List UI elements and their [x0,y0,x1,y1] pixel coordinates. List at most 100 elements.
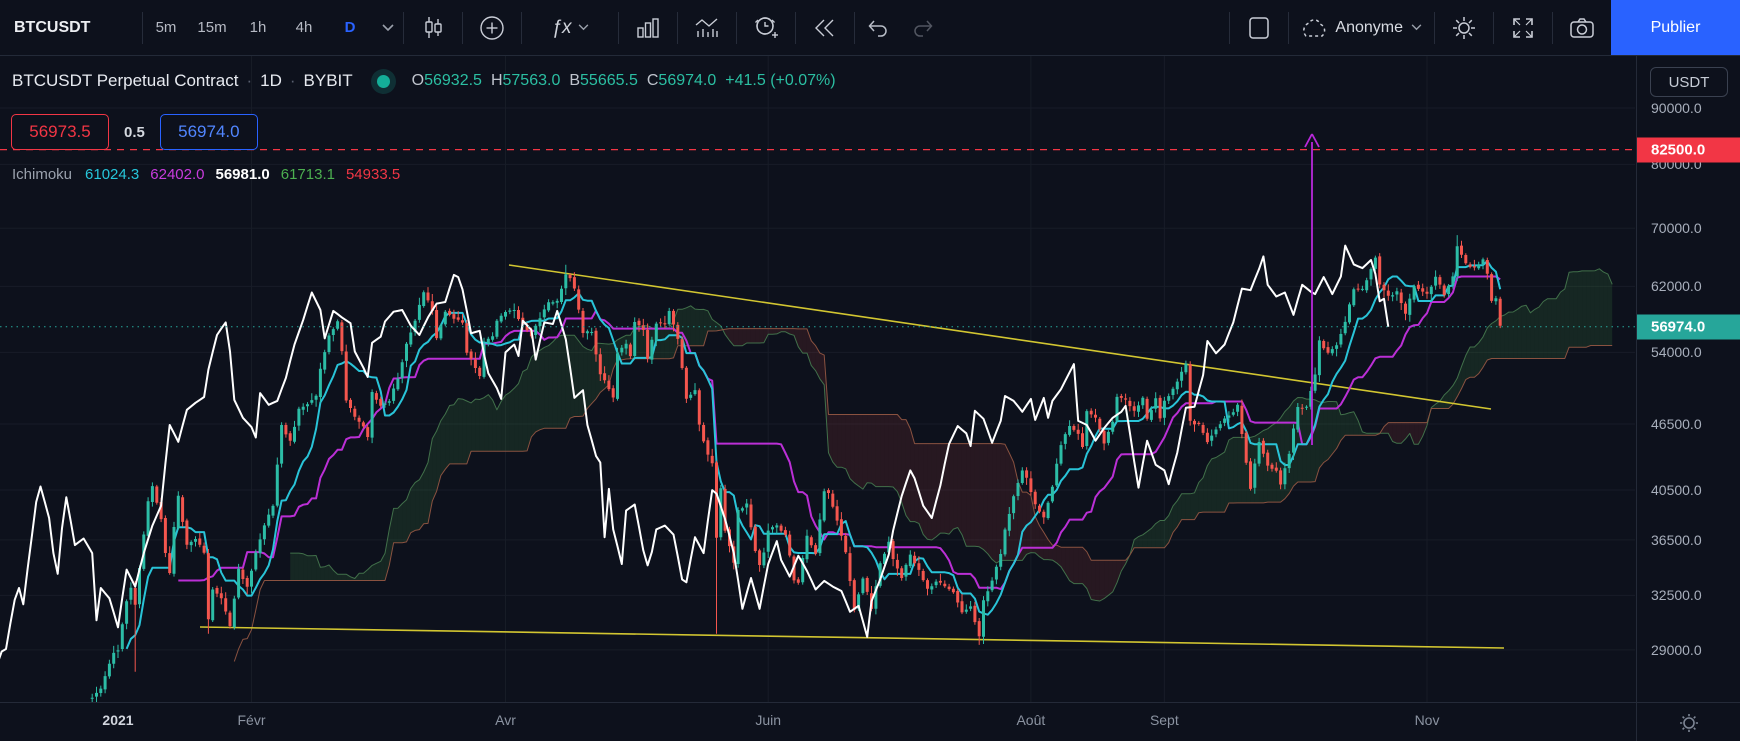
theme-sun-icon[interactable] [1677,711,1701,735]
indicators-button[interactable]: ƒx [522,0,618,55]
ichimoku-value: 62402.0 [150,166,205,183]
buy-price-button[interactable]: 56974.0 [159,114,258,150]
toolbar-separator [403,11,404,44]
market-status-icon[interactable] [376,74,390,88]
anonymous-avatar-icon [1301,17,1327,39]
toolbar-separator [1552,11,1553,44]
gridlines [0,55,1635,702]
axis-corner [1636,702,1740,741]
snapshot-camera-icon[interactable] [1553,0,1611,55]
toolbar-separator [142,11,143,44]
user-menu[interactable]: Anonyme [1289,0,1434,55]
publish-button[interactable]: Publier [1611,0,1740,55]
time-axis[interactable]: 2021 Févr Avr Juin Août Sept Nov [0,702,1636,741]
price-tick-label: 46500.0 [1651,415,1702,432]
toolbar-separator [736,11,737,44]
senkou-a-line [290,268,1613,602]
time-tick-label: Sept [1149,712,1179,728]
toolbar-separator [1493,11,1494,44]
toolbar-separator [1434,11,1435,44]
toolbar-separator [854,11,855,44]
ichimoku-value: 56981.0 [215,166,270,183]
senkou-b-line [233,328,1613,662]
up-candle-bodies [90,246,1498,699]
timeframe-5m[interactable]: 5m [155,19,177,36]
timeframe-4h[interactable]: 4h [295,19,313,36]
time-tick-label: 2021 [102,712,134,728]
indicator-templates-icon[interactable] [619,0,677,55]
sell-price-button[interactable]: 56973.5 [11,114,109,150]
alert-add-icon[interactable] [737,0,795,55]
title-separator: · [289,71,296,90]
chart-title: BTCUSDT Perpetual Contract [12,71,239,90]
layout-select-icon[interactable] [1230,0,1288,55]
top-toolbar: BTCUSDT 5m 15m 1h 4h D ƒx [0,0,1740,56]
price-tick-label: 40500.0 [1651,482,1702,499]
toolbar-spacer [945,0,1229,55]
time-tick-label: Avr [495,712,516,728]
price-tick-label: 90000.0 [1651,100,1702,116]
price-axis[interactable]: USDT 90000.0 80000.0 70000.0 62000.0 54000.0… [1636,55,1740,702]
price-badge: 56974.0 [1637,314,1740,340]
toolbar-separator [462,11,463,44]
time-tick-label: Août [1016,712,1046,728]
user-name-label: Anonyme [1335,18,1403,36]
toolbar-separator [677,11,678,44]
kijun-line [178,275,1501,591]
indicator-name: Ichimoku [12,166,73,183]
toolbar-separator [521,11,522,44]
ichimoku-value: 54933.5 [345,166,401,183]
forecast-pattern-icon[interactable] [678,0,736,55]
price-change: +41.5 (+0.07%) [725,72,836,89]
time-tick-label: Juin [755,712,782,728]
chart-legend-row[interactable]: BTCUSDT Perpetual Contract · 1D · BYBIT … [12,71,836,91]
price-tick-label: 32500.0 [1651,587,1702,604]
spread-value: 0.5 [119,121,150,143]
price-tick-label: 70000.0 [1651,220,1702,237]
chart-style-candles-icon[interactable] [404,0,462,55]
timeframe-1d[interactable]: D [344,19,356,36]
buy-sell-widget: 56973.5 0.5 56974.0 [11,114,258,150]
trendline [199,626,1505,649]
title-separator: · [246,71,253,90]
currency-toggle-button[interactable]: USDT [1650,67,1728,97]
compare-plus-icon[interactable] [463,0,521,55]
timeframe-chevron-down-icon[interactable] [373,0,403,55]
price-badge: 82500.0 [1637,137,1740,163]
chikou-line [0,244,1390,660]
ichimoku-value: 61713.1 [280,166,335,183]
symbol-button[interactable]: BTCUSDT [14,18,91,36]
toolbar-separator [795,11,796,44]
bar-replay-icon[interactable] [796,0,854,55]
redo-button[interactable] [900,0,945,55]
price-tick-label: 29000.0 [1651,641,1702,658]
chart-exchange: BYBIT [303,71,353,90]
ichimoku-value: 61024.3 [85,166,140,183]
ichimoku-legend[interactable]: Ichimoku 61024.3 62402.0 56981.0 61713.1 549… [12,166,400,183]
fx-icon: ƒx [551,16,572,38]
price-tick-label: 62000.0 [1651,278,1702,295]
ohlc-values: O56932.5 H57563.0 B55665.5 C56974.0 +41.… [411,72,836,89]
user-chevron-down-icon [1411,24,1422,31]
toolbar-separator [1229,11,1231,44]
tenkan-line [125,260,1502,650]
time-tick-label: Févr [237,712,266,728]
chart-resolution: 1D [260,71,282,90]
undo-button[interactable] [855,0,900,55]
chart-plot-area [0,55,1635,702]
drawn-arrow-head [1304,133,1320,148]
indicators-chevron-down-icon [578,24,589,31]
timeframe-1h[interactable]: 1h [249,19,267,36]
indicator-values: 61024.3 62402.0 56981.0 61713.1 54933.5 [85,166,400,183]
time-tick-label: Nov [1414,712,1440,728]
fullscreen-icon[interactable] [1494,0,1552,55]
price-tick-label: 54000.0 [1651,344,1702,361]
trendline [508,264,1492,410]
settings-gear-icon[interactable] [1435,0,1493,55]
price-tick-label: 36500.0 [1651,531,1702,548]
toolbar-separator [1288,11,1290,44]
timeframe-15m[interactable]: 15m [197,19,227,36]
toolbar-separator [618,11,619,44]
